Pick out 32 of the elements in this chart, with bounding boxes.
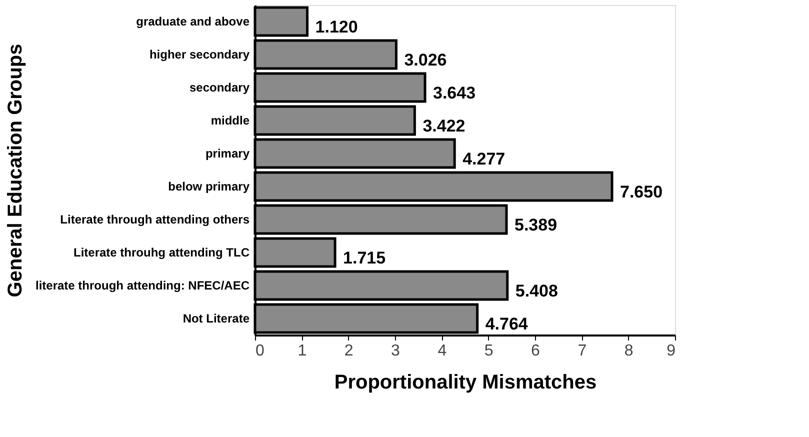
x-tick-label: 0 — [256, 342, 264, 360]
y-tick-label: Not Literate — [182, 312, 250, 326]
data-label: 1.715 — [343, 248, 386, 268]
data-label: 1.120 — [315, 18, 358, 36]
y-tick-label: primary — [205, 146, 250, 160]
data-label: 4.764 — [485, 314, 528, 334]
data-label: 4.277 — [462, 150, 506, 168]
x-tick-label: 6 — [531, 342, 540, 360]
y-tick-label: higher secondary — [149, 48, 250, 62]
y-tick-label: graduate and above — [136, 14, 250, 28]
data-label: 5.389 — [514, 216, 558, 234]
data-label: 7.650 — [620, 182, 663, 202]
y-tick-label: literate through attending: NFEC/AEC — [36, 278, 250, 292]
y-axis-title: General Education Groups — [4, 44, 26, 298]
x-tick-label: 4 — [438, 342, 447, 360]
x-tick-label: 3 — [391, 342, 400, 360]
x-tick-label: 9 — [666, 342, 676, 360]
y-tick-label: secondary — [189, 80, 250, 94]
data-label: 5.408 — [515, 282, 558, 300]
x-axis-title: Proportionality Mismatches — [334, 372, 597, 394]
y-tick-label: Literate through attending others — [60, 212, 250, 226]
x-tick-label: 2 — [344, 342, 354, 360]
data-label: 3.422 — [422, 116, 466, 136]
y-tick-label: middle — [210, 114, 250, 128]
x-tick-label: 7 — [578, 342, 587, 360]
x-tick-label: 5 — [484, 342, 494, 360]
data-label: 3.643 — [433, 84, 476, 102]
y-tick-label: Literate throuhg attending TLC — [74, 246, 250, 260]
y-tick-label: below primary — [168, 180, 250, 194]
data-label: 3.026 — [404, 50, 447, 70]
x-tick-label: 1 — [298, 342, 307, 360]
x-tick-label: 8 — [624, 342, 634, 360]
